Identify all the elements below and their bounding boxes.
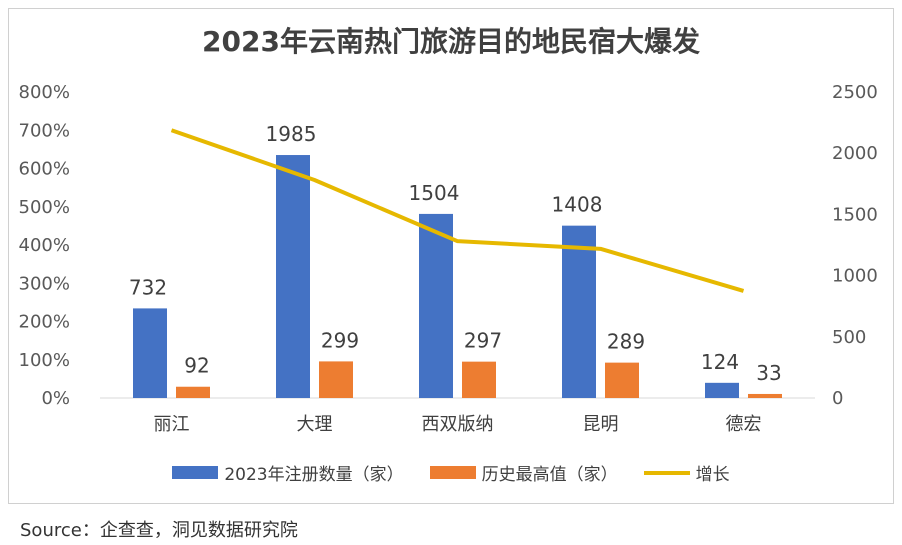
source-note: Source：企查查，洞见数据研究院 (20, 520, 298, 541)
category-label: 昆明 (583, 414, 619, 435)
bar-history (462, 361, 496, 398)
left-tick-label: 200% (19, 312, 70, 333)
bar-2023 (419, 213, 453, 398)
right-axis-ticks: 0 500 1000 1500 2000 2500 (832, 82, 878, 409)
bar-history (319, 361, 353, 398)
legend-item-2023: 2023年注册数量（家） (172, 460, 404, 485)
category-label: 西双版纳 (422, 414, 494, 435)
category-label: 大理 (297, 414, 333, 435)
right-tick-label: 1500 (832, 204, 878, 225)
left-axis-ticks: 0% 100% 200% 300% 400% 500% 600% 700% 800% (19, 82, 70, 409)
data-label-history: 289 (607, 330, 645, 354)
right-tick-label: 500 (832, 327, 866, 348)
left-tick-label: 300% (19, 273, 70, 294)
legend-swatch-history (429, 466, 476, 479)
chart-title: 2023年云南热门旅游目的地民宿大爆发 (202, 25, 700, 58)
legend-swatch-2023 (172, 466, 219, 479)
category-label: 丽江 (154, 414, 190, 435)
right-tick-label: 0 (832, 388, 843, 409)
right-tick-label: 2000 (832, 143, 878, 164)
data-label-history: 92 (184, 354, 209, 378)
legend-swatch-growth (643, 470, 690, 475)
data-label-2023: 124 (701, 350, 739, 374)
bars: 732 92 1985 299 1504 297 1408 289 124 33 (129, 122, 782, 398)
bar-history (748, 393, 782, 398)
right-tick-label: 2500 (832, 82, 878, 103)
data-label-history: 33 (756, 361, 781, 385)
category-labels: 丽江 大理 西双版纳 昆明 德宏 (154, 414, 762, 435)
legend-label-growth: 增长 (695, 465, 730, 485)
left-tick-label: 700% (19, 120, 70, 141)
bar-2023 (705, 382, 739, 398)
data-label-2023: 732 (129, 275, 167, 299)
left-tick-label: 400% (19, 235, 70, 256)
data-label-history: 299 (321, 328, 359, 352)
growth-line-path (170, 128, 745, 293)
bar-history (605, 362, 639, 398)
legend-item-history: 历史最高值（家） (429, 460, 618, 485)
right-tick-label: 1000 (832, 266, 878, 287)
growth-line (170, 128, 745, 293)
category-label: 德宏 (726, 414, 762, 435)
data-label-history: 297 (464, 329, 502, 353)
bar-2023 (133, 308, 167, 398)
bar-history (176, 386, 210, 398)
left-tick-label: 600% (19, 159, 70, 180)
bar-2023 (562, 225, 596, 398)
bar-2023 (276, 155, 310, 398)
left-tick-label: 0% (41, 388, 70, 409)
data-label-2023: 1504 (409, 181, 460, 205)
legend: 2023年注册数量（家） 历史最高值（家） 增长 (0, 460, 902, 485)
legend-label-history: 历史最高值（家） (481, 465, 618, 485)
legend-item-growth: 增长 (643, 460, 730, 485)
left-tick-label: 100% (19, 350, 70, 371)
legend-label-2023: 2023年注册数量（家） (224, 465, 404, 485)
left-tick-label: 500% (19, 197, 70, 218)
left-tick-label: 800% (19, 82, 70, 103)
data-label-2023: 1985 (266, 122, 317, 146)
data-label-2023: 1408 (552, 193, 603, 217)
